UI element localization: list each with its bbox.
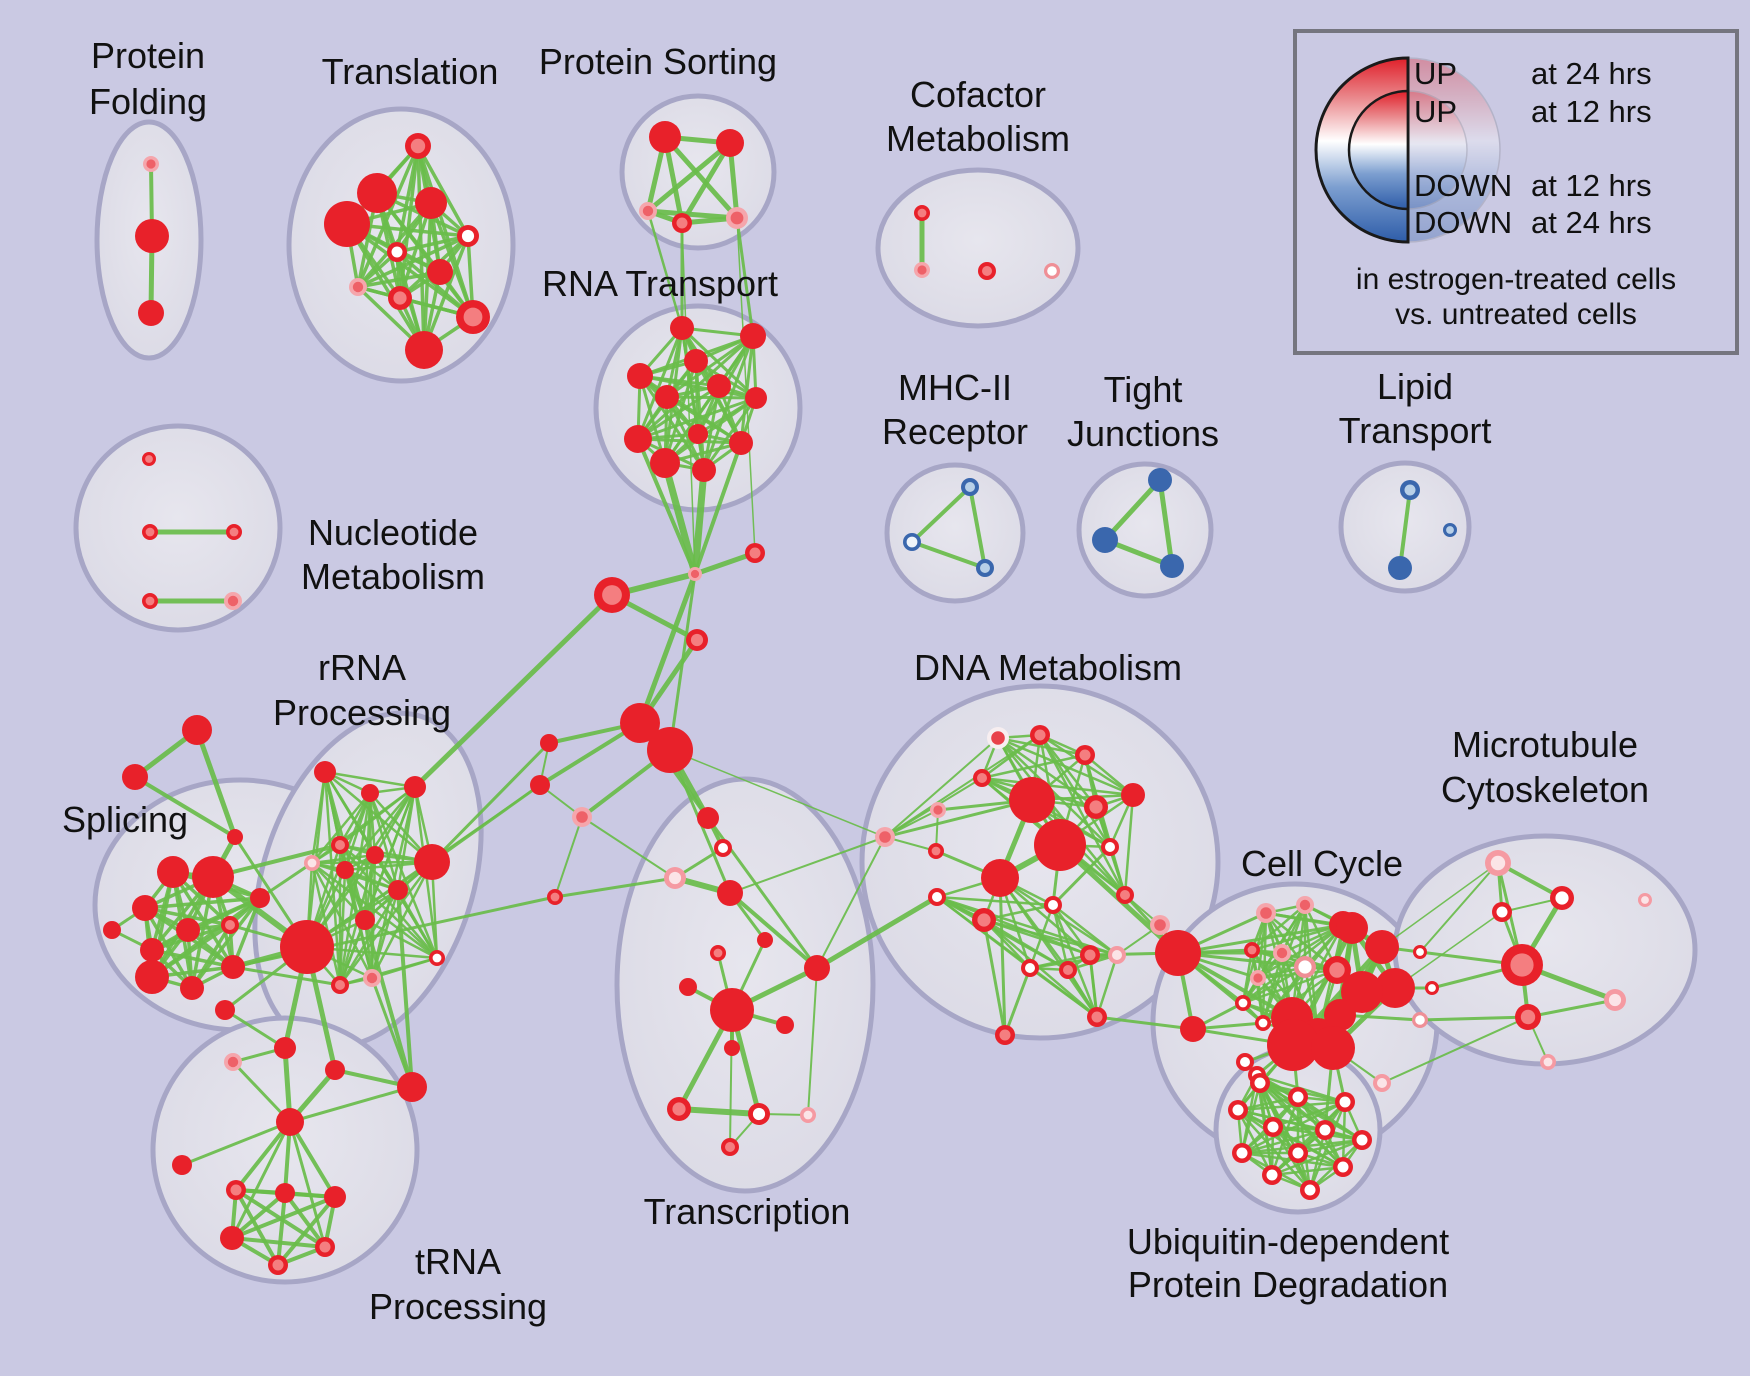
- legend-glyph: [1293, 29, 1739, 355]
- nodes-layer: [103, 121, 1652, 1275]
- cluster-microtubule-cytoskeleton: [1392, 833, 1698, 1067]
- cluster-label-lipid-transport: Lipid: [1377, 366, 1453, 407]
- cluster-label-nucleotide-metabolism: Nucleotide: [308, 512, 478, 553]
- cluster-label-rrna-processing: Processing: [273, 692, 451, 733]
- cluster-label-microtubule-cytoskeleton: Cytoskeleton: [1441, 769, 1649, 810]
- cluster-label-ubiquitin-degradation: Protein Degradation: [1128, 1264, 1448, 1305]
- cluster-label-protein-folding: Folding: [89, 81, 207, 122]
- cluster-nucleotide-metabolism: [73, 423, 283, 633]
- cluster-label-nucleotide-metabolism: Metabolism: [301, 556, 485, 597]
- cluster-label-tight-junctions: Tight: [1104, 369, 1183, 410]
- cluster-label-dna-metabolism: DNA Metabolism: [914, 647, 1182, 688]
- cluster-label-cofactor-metabolism: Cofactor: [910, 74, 1046, 115]
- cluster-label-mhc-ii-receptor: Receptor: [882, 411, 1028, 452]
- cluster-label-lipid-transport: Transport: [1339, 410, 1492, 451]
- cluster-dna-metabolism: [859, 683, 1221, 1041]
- cluster-label-transcription: Transcription: [644, 1191, 851, 1232]
- cluster-trna-processing: [150, 1015, 420, 1285]
- cluster-label-translation: Translation: [322, 51, 499, 92]
- cluster-label-microtubule-cytoskeleton: Microtubule: [1452, 724, 1638, 765]
- cluster-label-splicing: Splicing: [62, 799, 188, 840]
- cluster-label-trna-processing: tRNA: [415, 1241, 501, 1282]
- cluster-label-trna-processing: Processing: [369, 1286, 547, 1327]
- cluster-label-mhc-ii-receptor: MHC-II: [898, 367, 1012, 408]
- cluster-cofactor-metabolism: [875, 167, 1081, 329]
- cluster-label-cofactor-metabolism: Metabolism: [886, 118, 1070, 159]
- labels-layer: Protein Folding Translation Protein Sorting…: [62, 35, 1649, 1327]
- cluster-label-rrna-processing: rRNA: [318, 647, 406, 688]
- cluster-label-rna-transport: RNA Transport: [542, 263, 778, 304]
- cluster-label-tight-junctions: Junctions: [1067, 413, 1219, 454]
- cluster-label-protein-sorting: Protein Sorting: [539, 41, 777, 82]
- cluster-label-cell-cycle: Cell Cycle: [1241, 843, 1403, 884]
- cluster-label-ubiquitin-degradation: Ubiquitin-dependent: [1127, 1221, 1449, 1262]
- cluster-label-protein-folding: Protein: [91, 35, 205, 76]
- cluster-mhc-ii-receptor: [884, 462, 1026, 604]
